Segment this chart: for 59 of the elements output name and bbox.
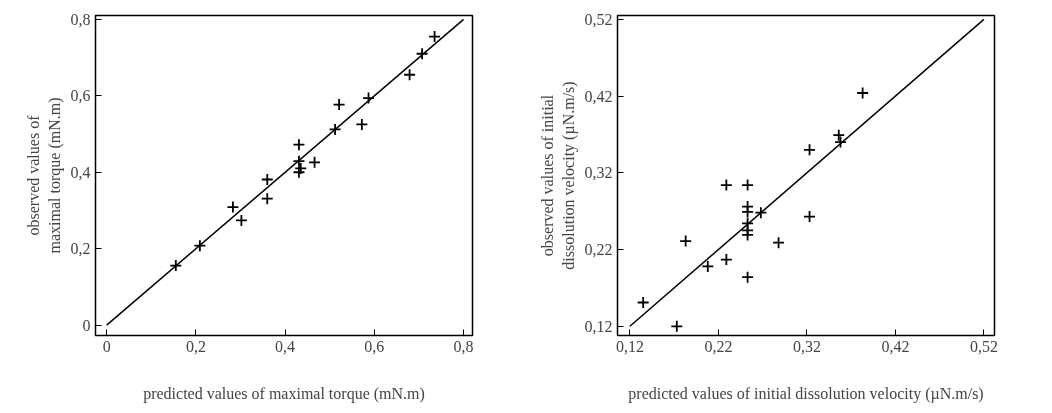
x-tick-label: 0,2: [185, 337, 206, 355]
y-tick-label: 0: [82, 316, 91, 334]
point: [741, 205, 754, 219]
point: [719, 253, 733, 266]
x-tick-label: 0,52: [969, 337, 998, 355]
point: [403, 68, 416, 82]
point: [169, 259, 183, 272]
y-tick-label: 0,32: [584, 164, 613, 182]
y-tick-label: 0,42: [584, 87, 613, 105]
x-axis-title: predicted values of initial dissolution velocity (µN.m/s): [628, 384, 984, 403]
x-tick-label: 0,8: [453, 337, 474, 355]
y-tick-label: 0,22: [584, 241, 613, 259]
x-tick-label: 0,42: [881, 337, 910, 355]
point: [803, 143, 816, 157]
point: [308, 155, 321, 169]
point: [362, 91, 375, 105]
point: [193, 239, 207, 253]
y-tick-label: 0,52: [584, 10, 613, 28]
y-tick-label: 0,8: [70, 10, 91, 28]
x-tick-label: 0,6: [364, 337, 385, 355]
point: [234, 214, 248, 227]
point: [428, 30, 441, 43]
y-tick-label: 0,4: [70, 163, 91, 181]
y-axis-title: observed values of initial dissolution velocity (µN.m/s): [539, 81, 578, 270]
x-tick-label: 0,4: [275, 337, 296, 355]
y-tick-label: 0,6: [70, 87, 91, 105]
point: [741, 178, 754, 192]
point: [772, 236, 785, 250]
point: [679, 234, 693, 248]
point: [741, 270, 754, 284]
x-tick-label: 0,12: [615, 337, 644, 355]
point: [328, 123, 342, 136]
point: [260, 173, 274, 186]
point: [226, 200, 240, 214]
point: [741, 228, 754, 242]
point: [701, 260, 715, 273]
point: [260, 192, 274, 206]
point: [803, 210, 816, 223]
y-axis-title: observed values of maximal torque (mN.m): [25, 97, 64, 254]
point: [294, 162, 308, 175]
point: [719, 178, 733, 192]
point: [754, 206, 768, 220]
point: [355, 118, 369, 131]
point: [856, 86, 870, 100]
point: [332, 98, 346, 111]
x-tick-label: 0,22: [704, 337, 733, 355]
point: [415, 47, 429, 61]
point: [292, 154, 306, 168]
point: [292, 165, 306, 179]
x-tick-label: 0: [102, 337, 111, 355]
point: [834, 135, 847, 149]
x-axis-title: predicted values of maximal torque (mN.m): [143, 384, 425, 403]
point: [636, 296, 650, 309]
x-tick-label: 0,32: [792, 337, 821, 355]
point: [832, 128, 846, 142]
y-tick-label: 0,12: [584, 317, 613, 335]
point: [670, 319, 684, 333]
y-tick-label: 0,2: [70, 240, 91, 258]
point: [292, 138, 306, 152]
